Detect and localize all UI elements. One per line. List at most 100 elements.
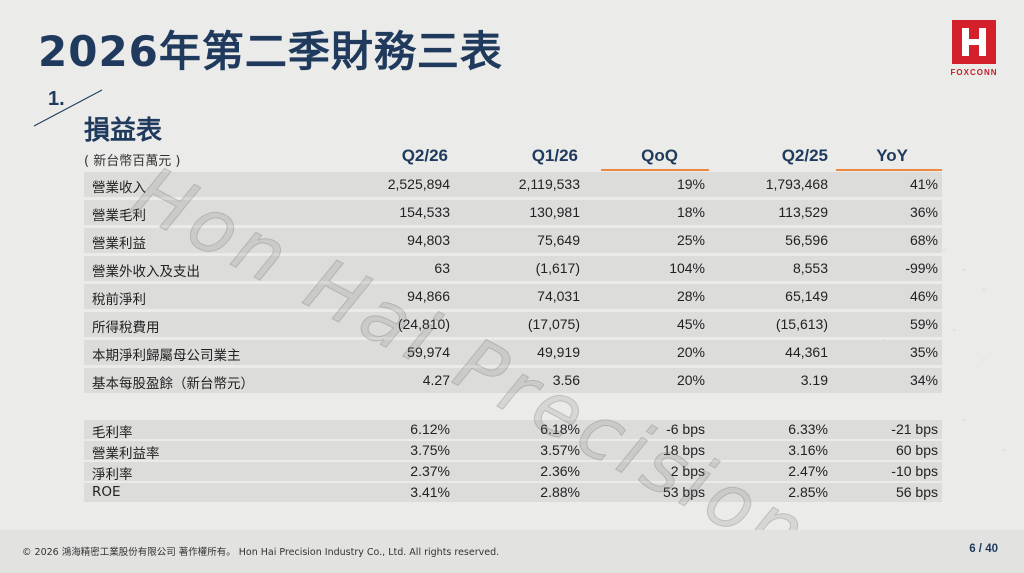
row-label: 基本每股盈餘（新台幣元） (92, 376, 254, 392)
table-row: 淨利率 2.37% 2.36% 2 bps 2.47% -10 bps (84, 462, 942, 483)
table-row: 營業利益率 3.75% 3.57% 18 bps 3.16% 60 bps (84, 441, 942, 462)
cell-q1-26: 2.88% (540, 484, 580, 500)
cell-q2-25: 3.16% (788, 442, 828, 458)
cell-q2-25: 1,793,468 (765, 176, 828, 192)
cell-qoq: 53 bps (662, 484, 705, 500)
table-row: 所得稅費用 (24,810) (17,075) 45% (15,613) 59% (84, 312, 942, 337)
column-header-yoy: YoY (876, 146, 908, 165)
cell-qoq: 20% (676, 344, 705, 360)
cell-q2-25: 44,361 (785, 344, 828, 360)
row-label: 毛利率 (92, 425, 133, 441)
cell-yoy: 60 bps (895, 442, 938, 458)
cell-q1-26: 49,919 (537, 344, 580, 360)
cell-q1-26: (1,617) (535, 260, 580, 276)
cell-yoy: 56 bps (895, 484, 938, 500)
section-slash-decoration (33, 89, 103, 127)
unit-label: ( 新台幣百萬元 ) (84, 154, 181, 169)
cell-q2-26: 4.27 (422, 372, 450, 388)
cell-q1-26: 74,031 (537, 288, 580, 304)
qoq-underline (601, 169, 709, 171)
cell-q2-25: 113,529 (778, 204, 828, 220)
cell-q1-26: 2,119,533 (518, 176, 580, 192)
column-header-q2-25: Q2/25 (781, 146, 828, 165)
cell-q2-26: 3.75% (410, 442, 450, 458)
cell-q2-26: 154,533 (399, 204, 450, 220)
cell-q2-26: 63 (434, 260, 450, 276)
cell-q2-25: (15,613) (775, 316, 828, 332)
cell-qoq: 45% (676, 316, 705, 332)
cell-q2-25: 56,596 (785, 232, 828, 248)
cell-qoq: 18% (676, 204, 705, 220)
row-label: ROE (92, 484, 121, 500)
cell-yoy: -10 bps (891, 463, 938, 479)
cell-yoy: -21 bps (891, 421, 938, 437)
cell-qoq: 25% (676, 232, 705, 248)
cell-q2-25: 8,553 (792, 260, 828, 276)
table-row: 營業外收入及支出 63 (1,617) 104% 8,553 -99% (84, 256, 942, 281)
row-label: 淨利率 (92, 467, 133, 483)
column-header-qoq: QoQ (641, 146, 678, 165)
table-row: 本期淨利歸屬母公司業主 59,974 49,919 20% 44,361 35% (84, 340, 942, 365)
row-label: 營業毛利 (92, 208, 146, 224)
cell-yoy: 34% (909, 372, 938, 388)
section-number: 1. (48, 88, 65, 110)
footer: © 2026 鴻海精密工業股份有限公司 著作權所有。 Hon Hai Preci… (0, 530, 1024, 573)
row-label: 所得稅費用 (92, 320, 160, 336)
table-row: 基本每股盈餘（新台幣元） 4.27 3.56 20% 3.19 34% (84, 368, 942, 393)
cell-yoy: 68% (909, 232, 938, 248)
cell-q1-26: 6.18% (540, 421, 580, 437)
row-label: 營業利益率 (92, 446, 160, 462)
cell-q2-26: 2,525,894 (387, 176, 450, 192)
cell-qoq: 28% (676, 288, 705, 304)
table-row: 營業利益 94,803 75,649 25% 56,596 68% (84, 228, 942, 253)
yoy-underline (836, 169, 942, 171)
table-row: 稅前淨利 94,866 74,031 28% 65,149 46% (84, 284, 942, 309)
cell-q1-26: 2.36% (540, 463, 580, 479)
row-label: 營業收入 (92, 180, 146, 196)
cell-q2-26: 6.12% (410, 421, 450, 437)
cell-qoq: -6 bps (666, 421, 705, 437)
cell-q2-25: 2.47% (788, 463, 828, 479)
cell-yoy: 59% (909, 316, 938, 332)
cell-q1-26: 130,981 (529, 204, 580, 220)
cell-q1-26: 3.57% (540, 442, 580, 458)
cell-q2-26: 2.37% (410, 463, 450, 479)
cell-qoq: 18 bps (662, 442, 705, 458)
cell-yoy: 35% (909, 344, 938, 360)
cell-yoy: 41% (909, 176, 938, 192)
cell-q2-25: 6.33% (788, 421, 828, 437)
row-label: 本期淨利歸屬母公司業主 (92, 348, 241, 364)
cell-q2-26: (24,810) (397, 316, 450, 332)
cell-q1-26: (17,075) (527, 316, 580, 332)
cell-q2-25: 2.85% (788, 484, 828, 500)
cell-q2-26: 94,803 (407, 232, 450, 248)
table-row: ROE 3.41% 2.88% 53 bps 2.85% 56 bps (84, 483, 942, 502)
table-row: 營業收入 2,525,894 2,119,533 19% 1,793,468 41% (84, 172, 942, 197)
cell-q2-25: 3.19 (800, 372, 828, 388)
cell-q2-26: 59,974 (407, 344, 450, 360)
page-title: 2026年第二季財務三表 (38, 27, 503, 76)
row-label: 營業利益 (92, 236, 146, 252)
table-row: 營業毛利 154,533 130,981 18% 113,529 36% (84, 200, 942, 225)
page-number: 6 / 40 (969, 543, 998, 555)
cell-qoq: 2 bps (670, 463, 705, 479)
foxconn-logo: FOXCONN (946, 20, 1002, 82)
copyright-text: © 2026 鴻海精密工業股份有限公司 著作權所有。 Hon Hai Preci… (22, 547, 500, 558)
table-row: 毛利率 6.12% 6.18% -6 bps 6.33% -21 bps (84, 420, 942, 441)
cell-qoq: 19% (676, 176, 705, 192)
column-header-q1-26: Q1/26 (531, 146, 578, 165)
cell-q1-26: 3.56 (552, 372, 580, 388)
row-label: 稅前淨利 (92, 292, 146, 308)
cell-yoy: 46% (909, 288, 938, 304)
row-label: 營業外收入及支出 (92, 264, 200, 280)
cell-qoq: 20% (676, 372, 705, 388)
section-title: 損益表 (84, 116, 163, 146)
cell-yoy: 36% (909, 204, 938, 220)
cell-q1-26: 75,649 (537, 232, 580, 248)
cell-q2-26: 94,866 (407, 288, 450, 304)
logo-mark-icon (952, 20, 996, 64)
cell-yoy: -99% (905, 260, 938, 276)
cell-qoq: 104% (669, 260, 705, 276)
column-header-q2-26: Q2/26 (401, 146, 448, 165)
